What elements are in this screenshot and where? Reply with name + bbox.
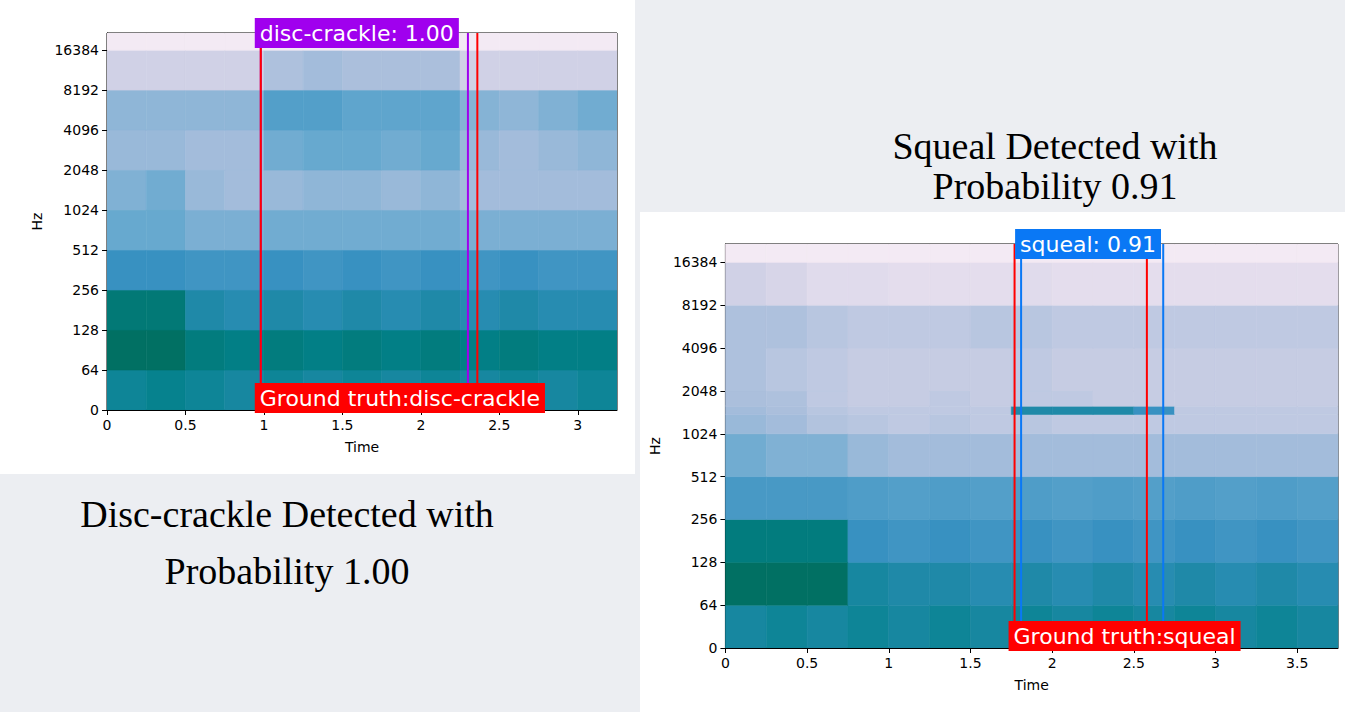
svg-text:128: 128	[72, 322, 99, 338]
svg-text:256: 256	[72, 282, 99, 298]
svg-text:1.5: 1.5	[331, 417, 353, 433]
svg-text:1.5: 1.5	[959, 655, 981, 671]
svg-text:Hz: Hz	[647, 437, 663, 455]
svg-text:1: 1	[884, 655, 893, 671]
svg-text:64: 64	[700, 597, 718, 613]
html-text:Disc-crackle Detected with Pro: Disc-crackle Detected with Probability 1…	[80, 493, 494, 592]
svg-text:3.5: 3.5	[1286, 655, 1308, 671]
svg-text:squeal: 0.91: squeal: 0.91	[1020, 232, 1156, 257]
html-text:Squeal Detected with Probabili: Squeal Detected with Probability 0.91	[892, 125, 1218, 207]
svg-text:4096: 4096	[63, 122, 99, 138]
svg-text:disc-crackle: 1.00: disc-crackle: 1.00	[260, 21, 454, 46]
svg-text:0: 0	[721, 655, 730, 671]
svg-text:0.5: 0.5	[796, 655, 818, 671]
svg-text:1: 1	[259, 417, 268, 433]
svg-text:256: 256	[691, 511, 718, 527]
svg-text:64: 64	[81, 362, 99, 378]
svg-text:0.5: 0.5	[174, 417, 196, 433]
svg-text:2048: 2048	[63, 162, 99, 178]
svg-text:3: 3	[1211, 655, 1220, 671]
svg-text:8192: 8192	[682, 297, 718, 313]
svg-text:16384: 16384	[673, 254, 718, 270]
svg-text:Time: Time	[344, 439, 379, 455]
svg-text:2.5: 2.5	[1123, 655, 1145, 671]
svg-text:512: 512	[72, 242, 99, 258]
svg-text:3: 3	[573, 417, 582, 433]
svg-text:128: 128	[691, 554, 718, 570]
svg-text:1024: 1024	[63, 202, 99, 218]
svg-text:Ground truth:disc-crackle: Ground truth:disc-crackle	[260, 386, 540, 411]
svg-text:2: 2	[1048, 655, 1057, 671]
svg-text:0: 0	[90, 402, 99, 418]
svg-text:2: 2	[416, 417, 425, 433]
svg-text:Time: Time	[1014, 677, 1049, 693]
svg-text:512: 512	[691, 469, 718, 485]
svg-text:2.5: 2.5	[488, 417, 510, 433]
svg-text:0: 0	[103, 417, 112, 433]
svg-text:1024: 1024	[682, 426, 718, 442]
svg-text:Hz: Hz	[29, 213, 45, 231]
svg-text:4096: 4096	[682, 340, 718, 356]
svg-text:8192: 8192	[63, 82, 99, 98]
svg-text:0: 0	[709, 640, 718, 656]
svg-text:Ground truth:squeal: Ground truth:squeal	[1014, 624, 1236, 649]
svg-text:2048: 2048	[682, 383, 718, 399]
svg-text:16384: 16384	[54, 42, 99, 58]
